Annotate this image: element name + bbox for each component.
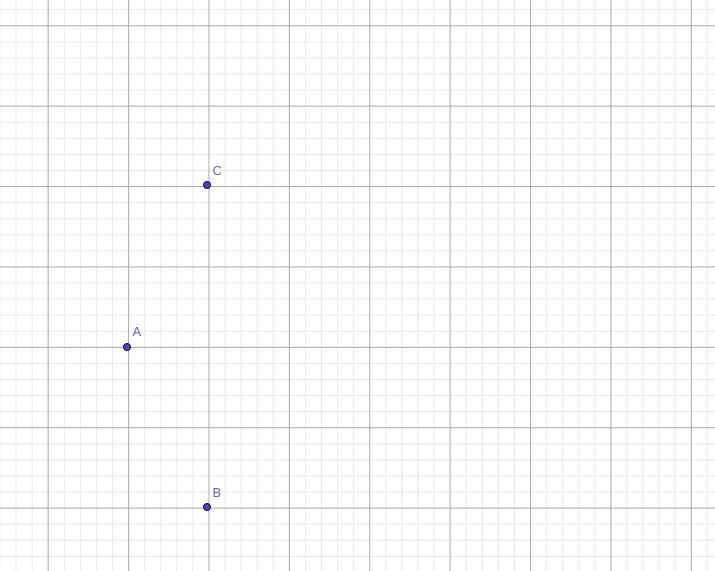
point-A-label: A: [132, 324, 142, 339]
point-A-marker[interactable]: [123, 342, 131, 351]
point-B-label: B: [212, 484, 222, 500]
point-C-marker[interactable]: [203, 181, 211, 189]
point-B-marker[interactable]: [203, 503, 211, 511]
point-C-label: C: [212, 162, 222, 178]
